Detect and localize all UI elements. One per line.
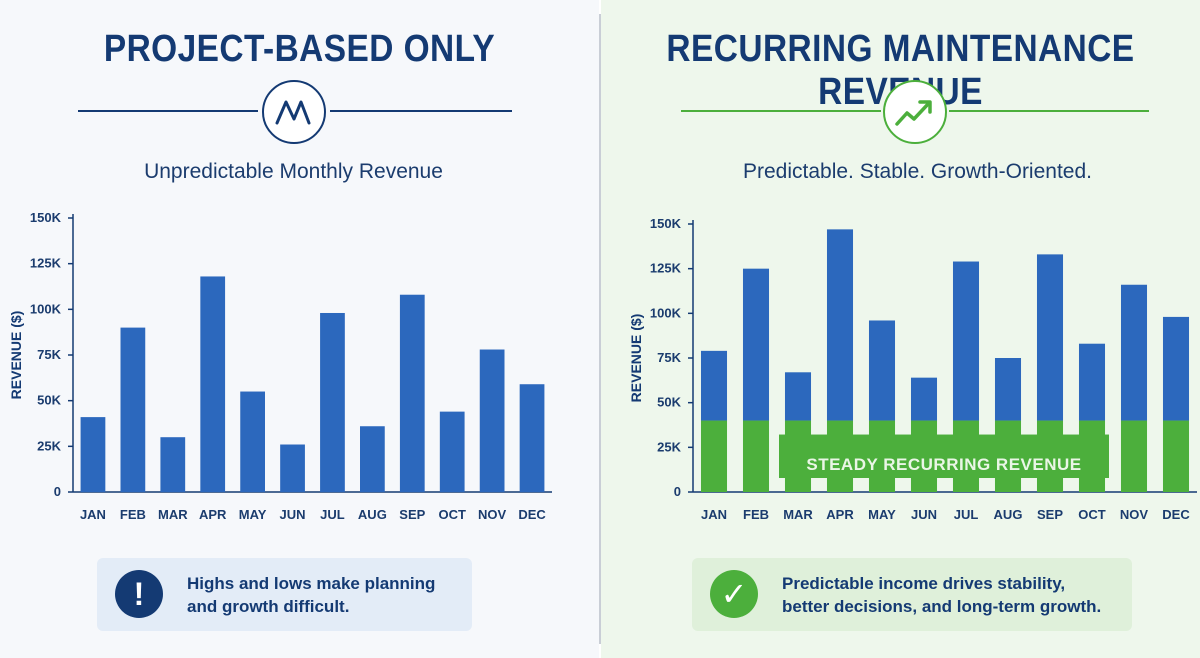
x-tick-label: JUL	[954, 507, 979, 522]
bar	[399, 294, 425, 492]
bar	[240, 391, 265, 492]
title-divider-left	[681, 110, 881, 112]
project-based-panel: PROJECT-BASED ONLY Unpredictable Monthly…	[0, 0, 599, 658]
callout-text: Predictable income drives stability, bet…	[782, 572, 1122, 618]
y-tick-label: 125K	[650, 261, 682, 276]
recurring-bar-segment	[1120, 420, 1148, 492]
x-tick-label: JUN	[911, 507, 937, 522]
y-tick-label: 75K	[37, 347, 61, 362]
y-axis-label: REVENUE ($)	[8, 311, 24, 400]
project-bar-segment	[994, 358, 1022, 421]
x-tick-label: SEP	[1037, 507, 1063, 522]
x-tick-label: JUL	[320, 507, 345, 522]
x-tick-label: JUN	[280, 507, 306, 522]
bar	[80, 417, 106, 492]
x-tick-label: SEP	[399, 507, 425, 522]
project-bar-segment	[910, 377, 938, 421]
x-tick-label: AUG	[994, 507, 1023, 522]
x-tick-label: DEC	[518, 507, 546, 522]
project-bar-segment	[1036, 254, 1064, 421]
callout-box: ! Highs and lows make planning and growt…	[97, 558, 472, 631]
recurring-bar-segment	[742, 420, 770, 492]
y-axis-label: REVENUE ($)	[628, 314, 644, 403]
project-bar-segment	[700, 350, 728, 421]
x-tick-label: MAY	[239, 507, 267, 522]
recurring-revenue-panel: RECURRING MAINTENANCE REVENUE Predictabl…	[601, 0, 1200, 658]
y-tick-label: 50K	[37, 393, 61, 408]
bar	[120, 327, 146, 492]
panel-title: PROJECT-BASED ONLY	[103, 28, 496, 70]
bar	[160, 437, 186, 492]
x-tick-label: AUG	[358, 507, 387, 522]
y-tick-label: 0	[674, 484, 681, 499]
y-tick-label: 150K	[650, 216, 682, 231]
recurring-bar-segment	[1162, 420, 1190, 492]
callout-box: ✓ Predictable income drives stability, b…	[692, 558, 1132, 631]
project-bar-segment	[1162, 316, 1190, 421]
callout-line: Predictable income drives stability,	[782, 574, 1066, 593]
x-tick-label: JAN	[701, 507, 727, 522]
x-tick-label: APR	[826, 507, 854, 522]
y-tick-label: 75K	[657, 350, 681, 365]
x-tick-label: DEC	[1162, 507, 1190, 522]
bar	[200, 276, 226, 492]
bar	[320, 312, 345, 492]
y-tick-label: 50K	[657, 395, 681, 410]
y-tick-label: 150K	[30, 210, 62, 225]
exclamation-icon: !	[115, 570, 163, 618]
recurring-revenue-bar-chart: 0 25K 50K 75K 100K 125K 150K REVENUE ($) JAN FEB M…	[628, 216, 1197, 522]
x-tick-label: MAY	[868, 507, 896, 522]
bar	[280, 444, 305, 492]
project-bar-segment	[1078, 343, 1106, 421]
callout-text: Highs and lows make planning and growth …	[187, 572, 462, 618]
title-divider-left	[78, 110, 258, 112]
x-tick-label: FEB	[743, 507, 769, 522]
y-tick-label: 125K	[30, 256, 62, 271]
x-tick-label: JAN	[80, 507, 106, 522]
project-bar-segment	[826, 229, 854, 421]
bar	[519, 384, 545, 492]
bar	[479, 349, 505, 492]
recurring-bar-segment	[700, 420, 728, 492]
annotation-band	[779, 434, 1109, 478]
project-bar-segment	[868, 320, 896, 421]
checkmark-icon: ✓	[710, 570, 758, 618]
project-bar-segment	[1120, 284, 1148, 421]
zigzag-line-icon	[262, 80, 326, 144]
y-tick-label: 25K	[657, 439, 681, 454]
x-tick-label: NOV	[478, 507, 507, 522]
project-bar-segment	[952, 261, 980, 421]
project-bar-segment	[784, 372, 812, 421]
project-based-bar-chart: 0 25K 50K 75K 100K 125K 150K REVENUE ($) JAN FEB M…	[8, 210, 552, 522]
y-tick-label: 0	[54, 484, 61, 499]
x-tick-label: OCT	[1078, 507, 1106, 522]
trending-up-arrow-icon	[883, 80, 947, 144]
x-tick-label: NOV	[1120, 507, 1149, 522]
y-tick-label: 100K	[650, 305, 682, 320]
callout-line: Highs and lows make planning	[187, 574, 436, 593]
x-tick-label: MAR	[783, 507, 813, 522]
panel-subtitle: Unpredictable Monthly Revenue	[144, 160, 443, 183]
annotation-label: STEADY RECURRING REVENUE	[806, 455, 1081, 474]
x-tick-label: FEB	[120, 507, 146, 522]
panel-divider	[599, 14, 601, 644]
project-bar-segment	[742, 268, 770, 421]
callout-line: better decisions, and long-term growth.	[782, 597, 1102, 616]
title-divider-right	[330, 110, 512, 112]
bar	[360, 426, 385, 492]
x-tick-label: OCT	[438, 507, 466, 522]
title-divider-right	[949, 110, 1149, 112]
bar	[439, 411, 465, 492]
y-tick-label: 100K	[30, 301, 62, 316]
y-tick-label: 25K	[37, 438, 61, 453]
callout-line: and growth difficult.	[187, 597, 350, 616]
x-tick-label: APR	[199, 507, 227, 522]
panel-subtitle: Predictable. Stable. Growth-Oriented.	[742, 160, 1092, 183]
x-tick-label: MAR	[158, 507, 188, 522]
